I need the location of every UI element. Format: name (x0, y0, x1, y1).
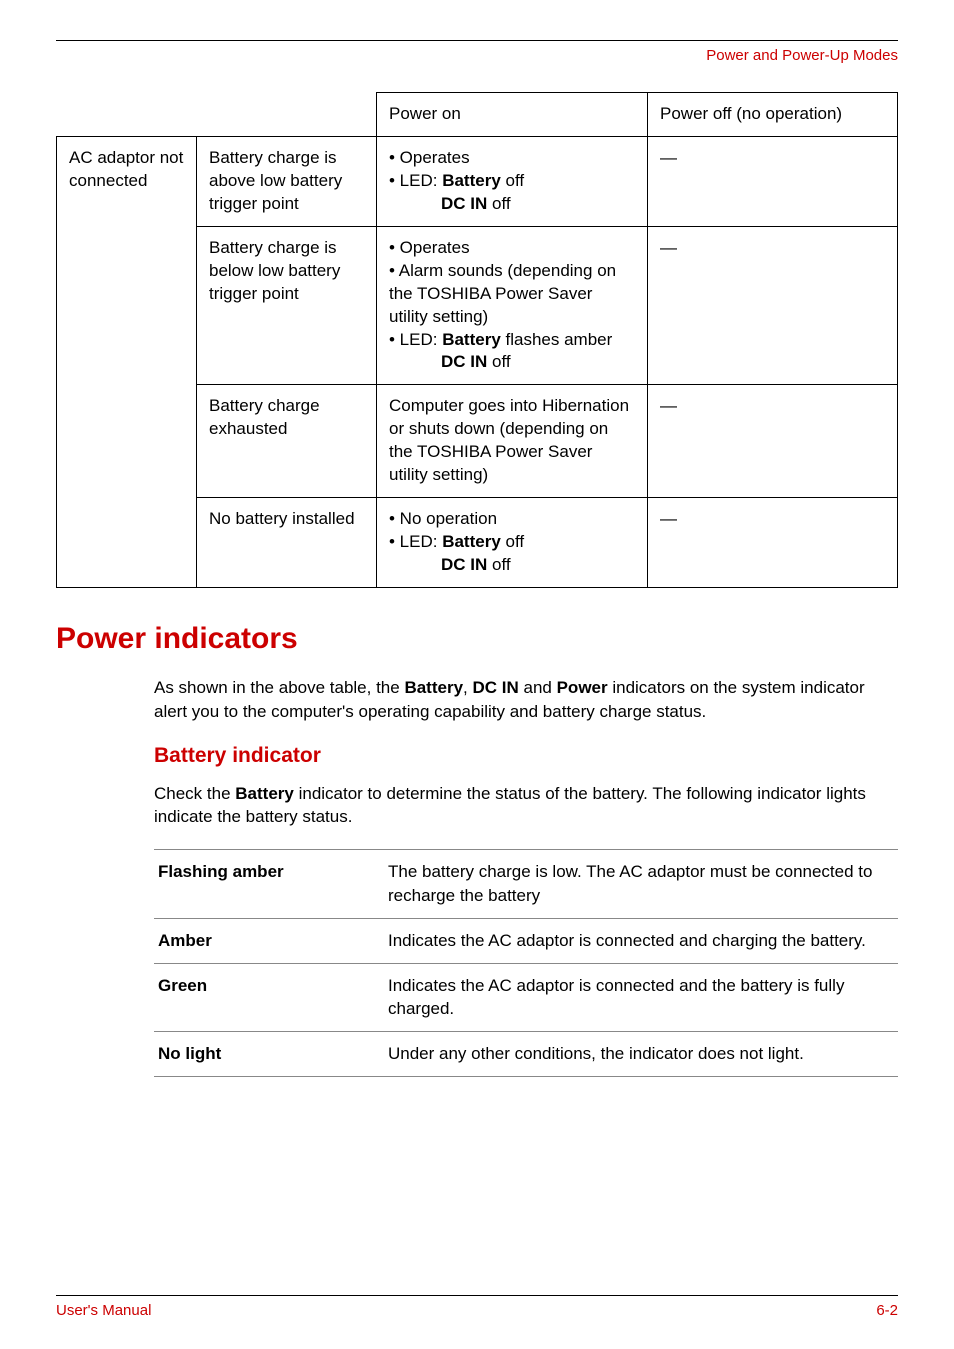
condition-cell: Battery charge exhausted (197, 385, 377, 498)
subsection-heading: Battery indicator (154, 744, 898, 768)
text: • Alarm sounds (depending on the TOSHIBA… (389, 261, 616, 326)
text: , (463, 678, 472, 697)
text: • LED: (389, 171, 442, 190)
condition-cell: Battery charge is below low battery trig… (197, 226, 377, 385)
text: • LED: (389, 330, 442, 349)
text: • Operates (389, 238, 470, 257)
text: flashes amber (501, 330, 613, 349)
off-cell: — (648, 498, 898, 588)
text-bold: Battery (442, 330, 501, 349)
off-cell: — (648, 136, 898, 226)
text: and (519, 678, 557, 697)
section-intro: As shown in the above table, the Battery… (154, 676, 898, 724)
text-bold: Battery (404, 678, 463, 697)
text: off (487, 194, 510, 213)
text: off (487, 352, 510, 371)
table-header-row: Power on Power off (no operation) (57, 93, 898, 137)
text-bold: DC IN (441, 555, 487, 574)
text-bold: DC IN (441, 194, 487, 213)
section-heading: Power indicators (56, 622, 898, 656)
table-row: No light Under any other conditions, the… (154, 1032, 898, 1077)
status-value: Indicates the AC adaptor is connected an… (384, 918, 898, 963)
text: off (501, 532, 524, 551)
text-indent: DC IN off (389, 193, 635, 216)
condition-cell: No battery installed (197, 498, 377, 588)
header-title: Power and Power-Up Modes (56, 47, 898, 64)
header-rule (56, 40, 898, 41)
col-power-on: Power on (377, 93, 648, 137)
status-value: Under any other conditions, the indicato… (384, 1032, 898, 1077)
text: • No operation (389, 509, 497, 528)
table-row: Amber Indicates the AC adaptor is connec… (154, 918, 898, 963)
text-bold: DC IN (441, 352, 487, 371)
status-key: Green (154, 963, 384, 1032)
behavior-cell: Computer goes into Hibernation or shuts … (377, 385, 648, 498)
off-cell: — (648, 385, 898, 498)
text-bold: Battery (442, 532, 501, 551)
col-power-off: Power off (no operation) (648, 93, 898, 137)
text: off (487, 555, 510, 574)
off-cell: — (648, 226, 898, 385)
text-indent: DC IN off (389, 554, 635, 577)
text-bold: Power (557, 678, 608, 697)
text-indent: DC IN off (389, 351, 635, 374)
empty-header-cell (57, 93, 377, 137)
text-bold: Battery (235, 784, 294, 803)
text: • LED: (389, 532, 442, 551)
status-key: Amber (154, 918, 384, 963)
status-value: Indicates the AC adaptor is connected an… (384, 963, 898, 1032)
text: • Operates (389, 148, 470, 167)
footer-left: User's Manual (56, 1302, 151, 1319)
row-group-label: AC adaptor not connected (57, 136, 197, 587)
status-value: The battery charge is low. The AC adapto… (384, 850, 898, 919)
text-bold: DC IN (473, 678, 519, 697)
footer-right: 6-2 (876, 1302, 898, 1319)
page-footer: User's Manual 6-2 (56, 1295, 898, 1319)
behavior-cell: • Operates • LED: Battery off DC IN off (377, 136, 648, 226)
table-row: Flashing amber The battery charge is low… (154, 850, 898, 919)
battery-status-table: Flashing amber The battery charge is low… (154, 849, 898, 1077)
text: Check the (154, 784, 235, 803)
status-key: Flashing amber (154, 850, 384, 919)
behavior-cell: • No operation • LED: Battery off DC IN … (377, 498, 648, 588)
power-conditions-table: Power on Power off (no operation) AC ada… (56, 92, 898, 588)
behavior-cell: • Operates • Alarm sounds (depending on … (377, 226, 648, 385)
text-bold: Battery (442, 171, 501, 190)
condition-cell: Battery charge is above low battery trig… (197, 136, 377, 226)
status-key: No light (154, 1032, 384, 1077)
text: off (501, 171, 524, 190)
subsection-intro: Check the Battery indicator to determine… (154, 782, 898, 830)
table-row: Green Indicates the AC adaptor is connec… (154, 963, 898, 1032)
text: As shown in the above table, the (154, 678, 404, 697)
table-row: AC adaptor not connected Battery charge … (57, 136, 898, 226)
